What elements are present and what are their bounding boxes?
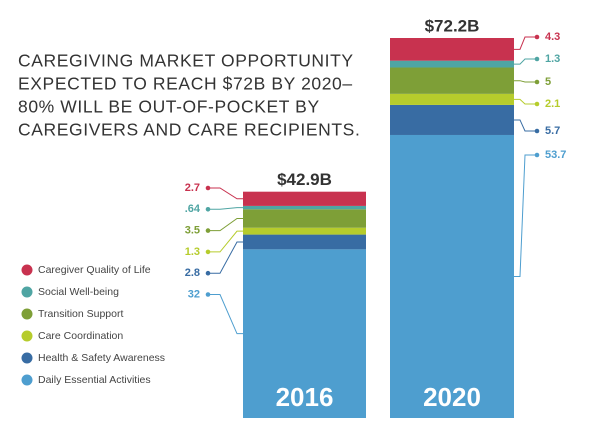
leader-line xyxy=(514,119,537,132)
legend-swatch xyxy=(21,308,33,320)
bar-segment xyxy=(390,104,514,135)
legend-label: Transition Support xyxy=(38,308,123,320)
leader-line xyxy=(514,80,537,83)
leader-line xyxy=(208,218,243,232)
leader-dot xyxy=(534,34,540,40)
bar-segment xyxy=(243,249,366,418)
value-label: 32 xyxy=(188,288,200,300)
bar-segment xyxy=(243,205,366,210)
category-label: 2020 xyxy=(423,382,481,412)
bar-segment xyxy=(390,38,514,61)
leader-line xyxy=(208,230,243,253)
bar-segment xyxy=(243,191,366,206)
leader-dot xyxy=(205,185,211,191)
legend-label: Care Coordination xyxy=(38,330,123,342)
value-label: .64 xyxy=(185,203,201,215)
value-label: 2.1 xyxy=(545,98,560,110)
total-label: $42.9B xyxy=(277,170,332,189)
value-label: 2.7 xyxy=(185,182,200,194)
value-label: 2.8 xyxy=(185,267,200,279)
bar-segment xyxy=(390,60,514,68)
leader-line xyxy=(208,187,243,200)
leader-dot xyxy=(534,56,540,62)
leader-line xyxy=(514,58,537,65)
bar-segment xyxy=(390,134,514,418)
leader-dot xyxy=(534,101,540,107)
leader-dot xyxy=(205,228,211,233)
value-label: 53.7 xyxy=(545,149,566,161)
value-label: 1.3 xyxy=(545,53,560,65)
total-label: $72.2B xyxy=(425,16,480,35)
legend-label: Caregiver Quality of Life xyxy=(38,264,151,276)
leader-line xyxy=(208,207,243,210)
leader-line xyxy=(514,36,537,50)
title-line: CAREGIVING MARKET OPPORTUNITY xyxy=(18,51,354,71)
title-line: CAREGIVERS AND CARE RECIPIENTS. xyxy=(18,120,360,140)
legend-swatch xyxy=(21,286,33,298)
leader-dot xyxy=(534,128,540,134)
leader-line xyxy=(514,98,537,105)
leader-dot xyxy=(205,292,211,297)
leader-dot xyxy=(205,249,211,255)
leader-dot xyxy=(205,270,211,276)
value-label: 5 xyxy=(545,76,551,88)
leader-line xyxy=(208,241,243,274)
value-label: 1.3 xyxy=(185,246,200,258)
title-line: 80% WILL BE OUT-OF-POCKET BY xyxy=(18,97,320,117)
leader-dot xyxy=(205,207,211,212)
legend-swatch xyxy=(21,374,33,386)
bar-segment xyxy=(243,227,366,235)
category-label: 2016 xyxy=(276,382,334,412)
bar-segment xyxy=(243,234,366,250)
bar-segment xyxy=(243,209,366,228)
bar-segment xyxy=(390,67,514,94)
legend-label: Health & Safety Awareness xyxy=(38,352,165,364)
value-label: 5.7 xyxy=(545,125,560,137)
leader-dot xyxy=(534,79,540,85)
leader-line xyxy=(208,294,243,335)
legend-label: Social Well-being xyxy=(38,286,119,298)
legend-swatch xyxy=(21,264,33,276)
leader-dot xyxy=(534,152,540,158)
title-line: EXPECTED TO REACH $72B BY 2020– xyxy=(18,74,353,94)
legend-label: Daily Essential Activities xyxy=(38,374,151,386)
legend-swatch xyxy=(21,330,33,342)
bar-segment xyxy=(390,93,514,105)
leader-line xyxy=(514,154,537,277)
legend-swatch xyxy=(21,352,33,364)
value-label: 4.3 xyxy=(545,31,560,43)
value-label: 3.5 xyxy=(185,225,200,237)
